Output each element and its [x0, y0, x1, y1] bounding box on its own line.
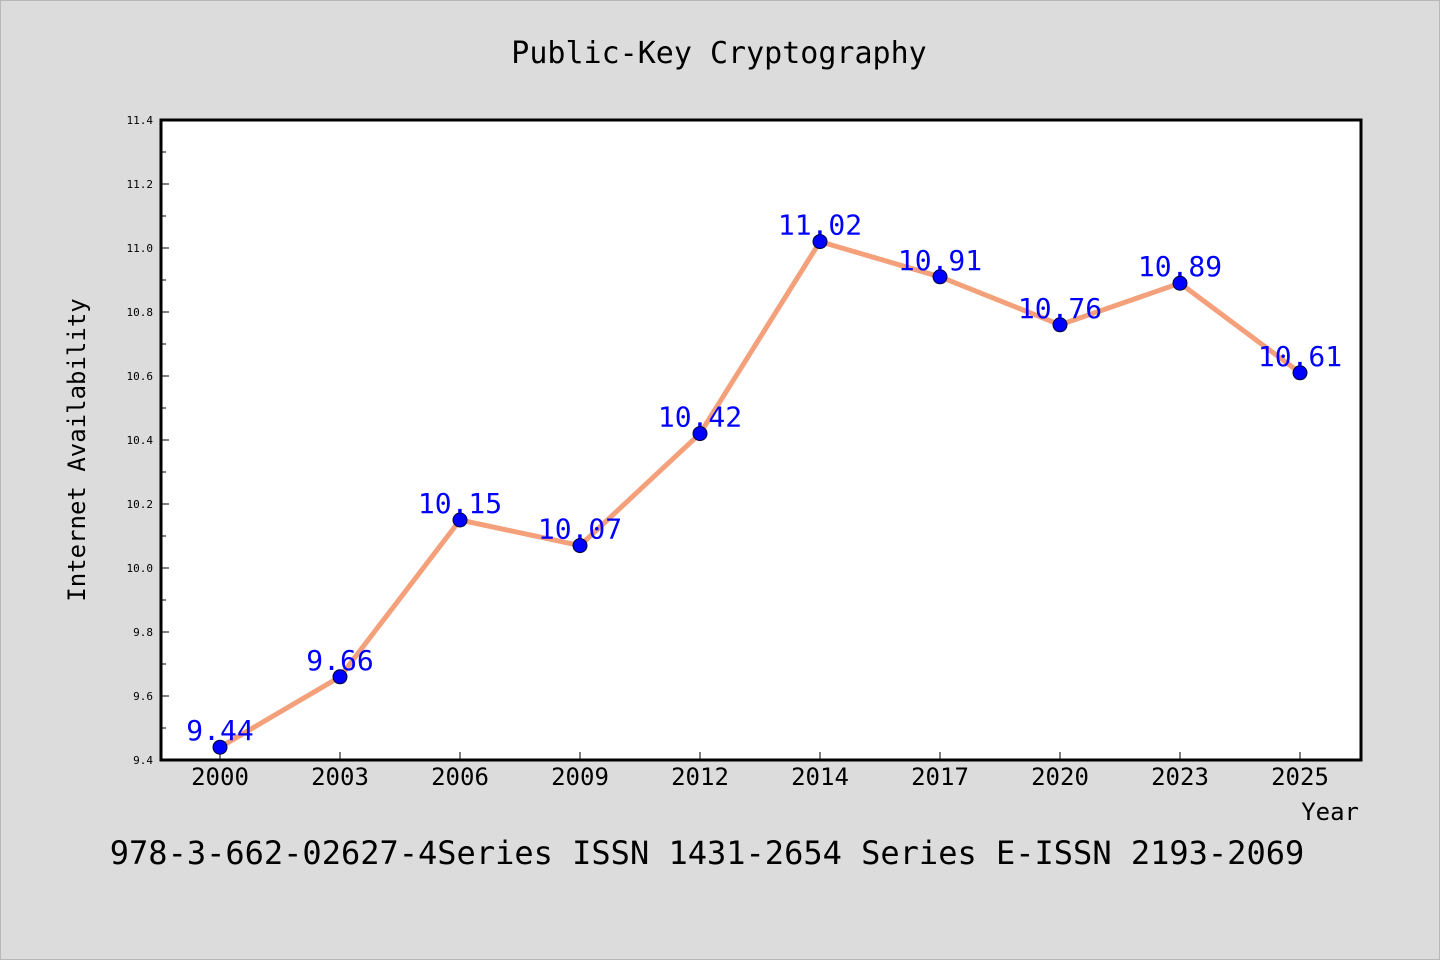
- y-tick-label: 9.6: [133, 690, 153, 703]
- data-label: 10.15: [418, 487, 502, 520]
- series-line: [217, 239, 1303, 750]
- y-tick-label: 9.4: [133, 754, 153, 767]
- y-tick-label: 10.6: [127, 370, 154, 383]
- data-point-marker: [1052, 317, 1068, 333]
- y-axis: 9.4 9.6 9.8 10.0 10.2 10.4 10.6 10.8 11.0 11.2 11.…: [127, 114, 169, 767]
- data-label: 9.44: [186, 714, 253, 747]
- y-tick-label: 10.2: [127, 498, 154, 511]
- data-point-marker: [452, 512, 468, 528]
- series-layer: 9.44 9.66 10.15 10.07 10.42 11.02 10.91 10.76 10…: [186, 209, 1342, 755]
- data-point-marker: [212, 739, 228, 755]
- x-tick-label: 2017: [911, 763, 969, 791]
- data-point-marker: [332, 669, 348, 685]
- x-axis-label: Year: [1301, 798, 1359, 826]
- y-tick-label: 11.0: [127, 242, 154, 255]
- y-tick-label: 10.8: [127, 306, 154, 319]
- y-tick-label: 11.2: [127, 178, 154, 191]
- data-label: 10.91: [898, 244, 982, 277]
- data-label: 10.76: [1018, 292, 1102, 325]
- x-axis: 2000 2003 2006 2009 2012 2014 2017 2020 2023 2025: [191, 752, 1329, 791]
- y-tick-label: 11.4: [127, 114, 154, 127]
- y-tick-label: 9.8: [133, 626, 153, 639]
- data-label: 10.89: [1138, 250, 1222, 283]
- y-tick-label: 10.4: [127, 434, 154, 447]
- data-label: 9.66: [306, 644, 373, 677]
- x-tick-label: 2014: [791, 763, 849, 791]
- chart-title: Public-Key Cryptography: [511, 36, 926, 71]
- data-label: 10.07: [538, 513, 622, 546]
- x-tick-label: 2009: [551, 763, 609, 791]
- y-tick-label: 10.0: [127, 562, 154, 575]
- x-tick-label: 2000: [191, 763, 249, 791]
- data-label: 10.61: [1258, 340, 1342, 373]
- x-tick-label: 2006: [431, 763, 489, 791]
- x-tick-label: 2020: [1031, 763, 1089, 791]
- y-axis-label: Internet Availability: [63, 298, 91, 601]
- x-tick-label: 2003: [311, 763, 369, 791]
- data-label: 11.02: [778, 209, 862, 242]
- data-point-marker: [932, 269, 948, 285]
- data-point-marker: [1172, 275, 1188, 291]
- x-tick-label: 2023: [1151, 763, 1209, 791]
- footer-text: 978-3-662-02627-4Series ISSN 1431-2654 S…: [110, 834, 1304, 872]
- x-tick-label: 2012: [671, 763, 729, 791]
- data-point-marker: [1292, 365, 1308, 381]
- data-label: 10.42: [658, 401, 742, 434]
- data-point-marker: [572, 538, 588, 554]
- data-point-marker: [812, 234, 828, 250]
- x-tick-label: 2025: [1271, 763, 1329, 791]
- data-point-marker: [692, 426, 708, 442]
